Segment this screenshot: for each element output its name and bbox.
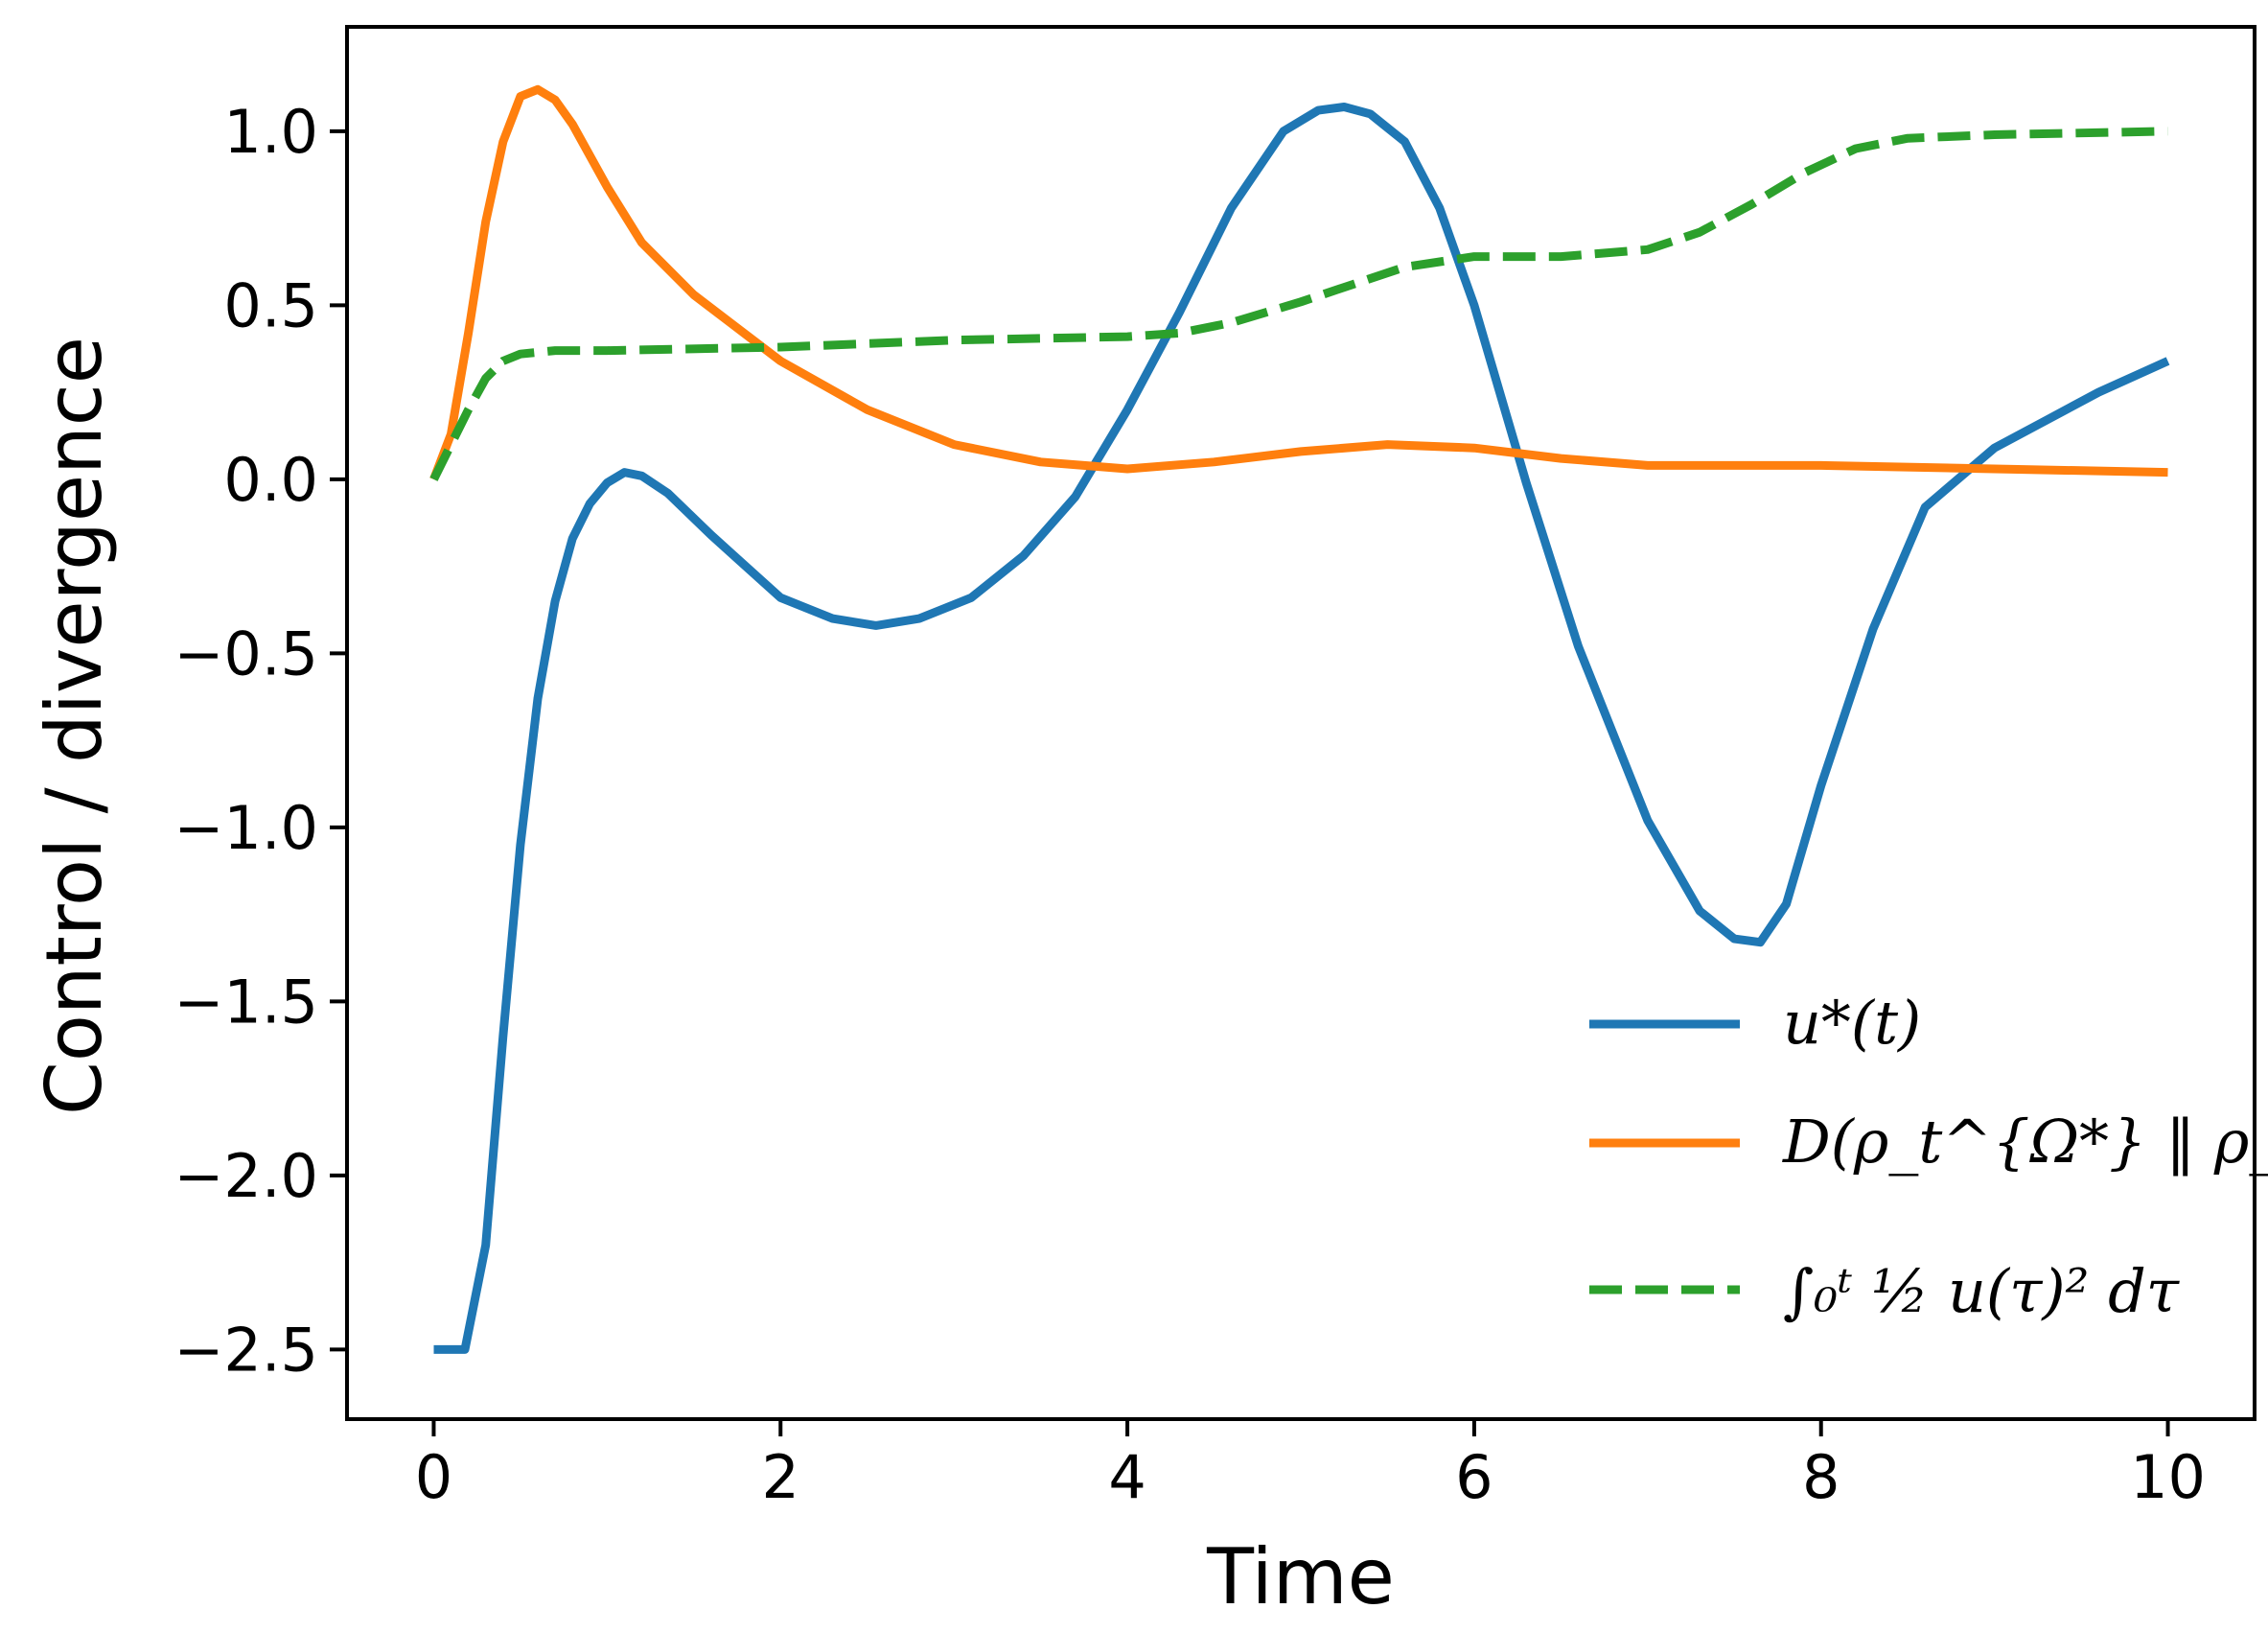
x-tick-label: 6: [1455, 1442, 1493, 1512]
series-line-integral: [429, 127, 2168, 481]
y-tick-label: −0.5: [174, 618, 318, 688]
legend: u*(t) D(ρ_t^{Ω*} ‖ ρ_t^Q) ∫₀ᵗ ½ u(τ)² dτ: [1589, 988, 2268, 1326]
series-layer: [429, 84, 2170, 1354]
y-axis-ticks: −2.5 −2.0 −1.5 −1.0 −0.5 0.0 0.5 1.0: [174, 97, 347, 1385]
y-tick-label: 1.0: [223, 97, 318, 167]
x-axis-ticks: 0 2 4 6 8 10: [415, 1419, 2206, 1512]
x-tick-label: 8: [1802, 1442, 1840, 1512]
legend-label-divergence: D(ρ_t^{Ω*} ‖ ρ_t^Q): [1782, 1107, 2268, 1177]
series-line-u-star: [433, 103, 2170, 1354]
y-tick-label: 0.0: [223, 445, 318, 515]
legend-label-integral: ∫₀ᵗ ½ u(τ)² dτ: [1783, 1256, 2181, 1326]
x-tick-label: 10: [2130, 1442, 2206, 1512]
series-line-divergence: [429, 84, 2168, 481]
y-axis-label: Control / divergence: [30, 337, 119, 1115]
x-tick-label: 0: [415, 1442, 452, 1512]
x-tick-label: 2: [762, 1442, 799, 1512]
y-tick-label: 0.5: [223, 270, 318, 340]
x-axis-label: Time: [1206, 1532, 1395, 1621]
plot-area-frame: [345, 25, 2256, 1421]
y-tick-label: −1.0: [174, 793, 318, 863]
legend-label-u-star: u*(t): [1783, 988, 1921, 1058]
y-tick-label: −2.0: [174, 1141, 318, 1211]
y-tick-label: −2.5: [174, 1315, 318, 1385]
x-tick-label: 4: [1108, 1442, 1146, 1512]
y-tick-label: −1.5: [174, 967, 318, 1037]
